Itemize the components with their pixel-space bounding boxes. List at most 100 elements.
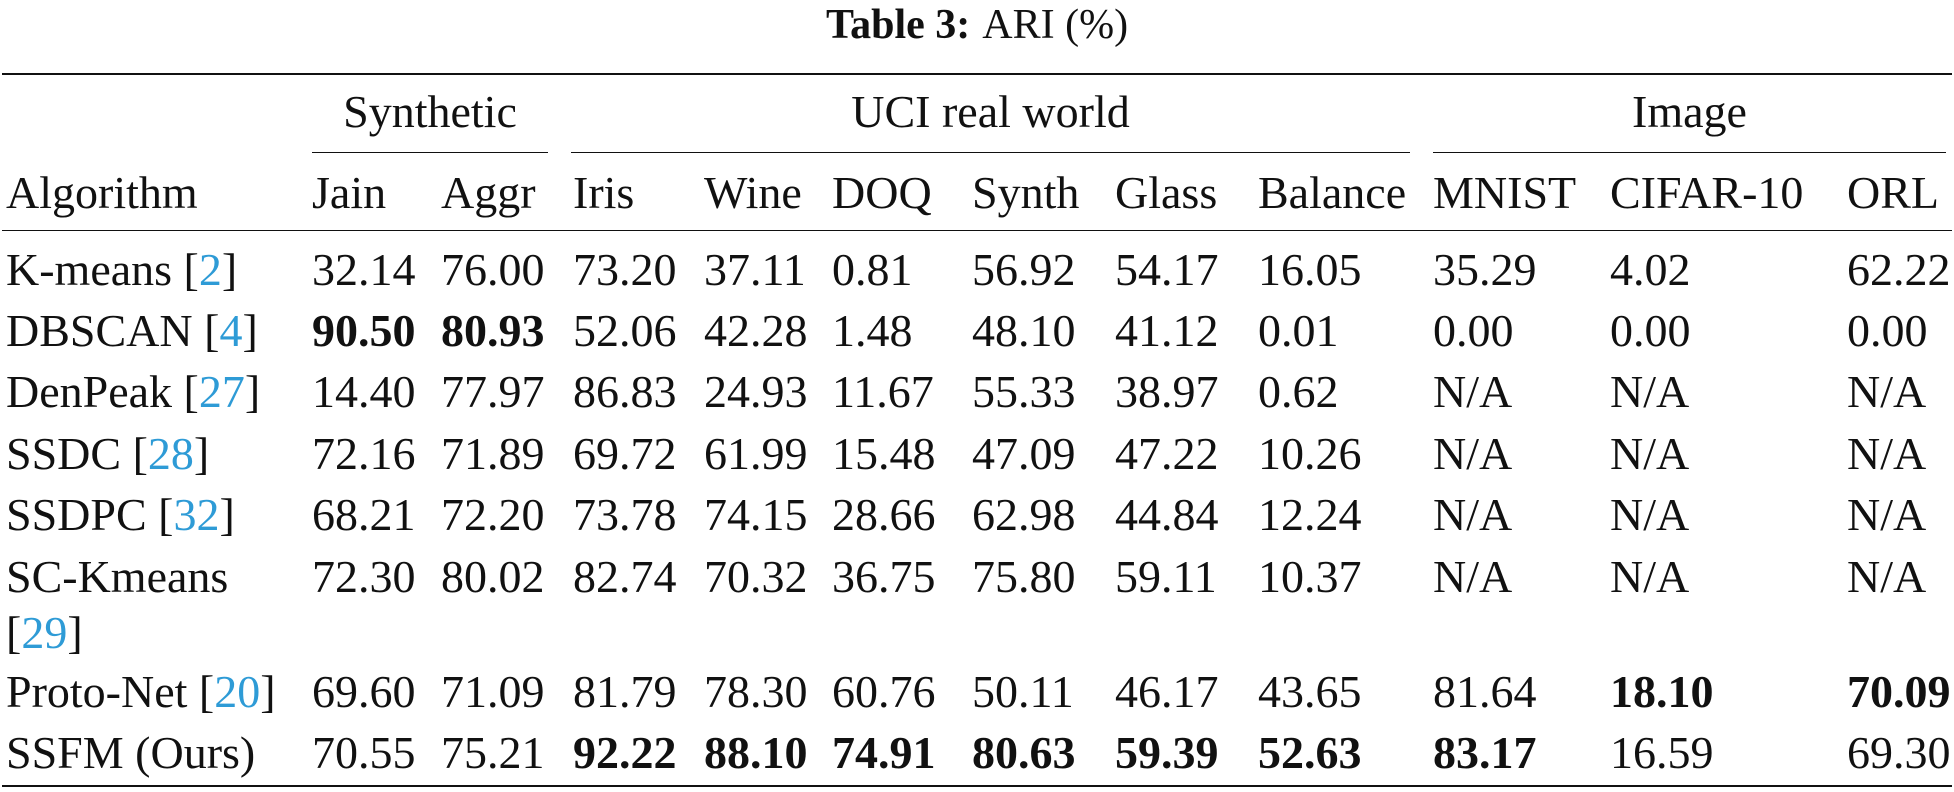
cell: 11.67 (832, 366, 934, 417)
column-header: CIFAR-10 (1610, 167, 1804, 218)
cell: 4.02 (1610, 244, 1691, 295)
cell: 0.01 (1258, 305, 1339, 356)
citation-link[interactable]: 29 (21, 607, 68, 658)
caption-text: ARI (%) (982, 2, 1129, 48)
cell: 59.39 (1115, 727, 1219, 778)
citation-link[interactable]: 2 (198, 244, 222, 295)
cell: 55.33 (972, 366, 1076, 417)
cell: 38.97 (1115, 366, 1219, 417)
cell: N/A (1433, 489, 1513, 540)
cell: 0.62 (1258, 366, 1339, 417)
cell: 81.79 (573, 666, 677, 717)
caption-label: Table 3: (825, 2, 971, 48)
top-rule (2, 73, 1952, 75)
citation-link[interactable]: 32 (173, 489, 220, 540)
cell: 0.00 (1610, 305, 1691, 356)
cell: 18.10 (1610, 666, 1714, 717)
cell: 16.05 (1258, 244, 1362, 295)
citation-link[interactable]: 27 (198, 366, 245, 417)
column-header: Aggr (441, 167, 536, 218)
cell: 35.29 (1433, 244, 1537, 295)
cell: 56.92 (972, 244, 1076, 295)
cell: N/A (1433, 551, 1513, 602)
algorithm-name: Proto-Net [20] (6, 666, 276, 717)
cell: 54.17 (1115, 244, 1219, 295)
cell: 0.00 (1433, 305, 1514, 356)
cell: 62.98 (972, 489, 1076, 540)
group-header: Synthetic (343, 86, 517, 137)
cell: 44.84 (1115, 489, 1219, 540)
cell: 69.60 (312, 666, 416, 717)
cell: 75.80 (972, 551, 1076, 602)
cell: 73.20 (573, 244, 677, 295)
algorithm-name: DenPeak [27] (6, 366, 261, 417)
cell: 61.99 (704, 428, 808, 479)
cell: 12.24 (1258, 489, 1362, 540)
cell: N/A (1847, 366, 1927, 417)
cell: 69.72 (573, 428, 677, 479)
cell: 52.63 (1258, 727, 1362, 778)
citation-link[interactable]: 20 (214, 666, 261, 717)
cell: 28.66 (832, 489, 936, 540)
cell: 70.09 (1847, 666, 1951, 717)
algorithm-name: SSFM (Ours) (6, 727, 256, 778)
cell: 80.63 (972, 727, 1076, 778)
group-rule (312, 152, 548, 153)
group-header: Image (1632, 86, 1747, 137)
cell: 71.89 (441, 428, 545, 479)
cell: N/A (1847, 428, 1927, 479)
caption: Table 3: ARI (%) (0, 0, 1954, 50)
cell: N/A (1610, 366, 1690, 417)
cell: 82.74 (573, 551, 677, 602)
cell: 37.11 (704, 244, 806, 295)
column-header: Wine (704, 167, 802, 218)
cell: 73.78 (573, 489, 677, 540)
cell: 72.30 (312, 551, 416, 602)
cell: 71.09 (441, 666, 545, 717)
cell: N/A (1433, 366, 1513, 417)
cell: N/A (1847, 551, 1927, 602)
group-header: UCI real world (851, 86, 1130, 137)
cell: 72.16 (312, 428, 416, 479)
cell: 83.17 (1433, 727, 1537, 778)
cell: 16.59 (1610, 727, 1714, 778)
cell: 80.93 (441, 305, 545, 356)
cell: 68.21 (312, 489, 416, 540)
column-header: ORL (1847, 167, 1939, 218)
cell: 70.55 (312, 727, 416, 778)
algorithm-name: SC-Kmeans [29] (6, 551, 229, 658)
column-header: Jain (312, 167, 387, 218)
cell: N/A (1610, 428, 1690, 479)
citation-link[interactable]: 28 (147, 428, 194, 479)
cell: 88.10 (704, 727, 808, 778)
column-header: Iris (573, 167, 635, 218)
cell: N/A (1433, 428, 1513, 479)
algorithm-name: DBSCAN [4] (6, 305, 258, 356)
cell: 0.81 (832, 244, 913, 295)
cell: 77.97 (441, 366, 545, 417)
cell: 69.30 (1847, 727, 1951, 778)
algorithm-name: K-means [2] (6, 244, 238, 295)
cell: 46.17 (1115, 666, 1219, 717)
cell: 70.32 (704, 551, 808, 602)
cell: 0.00 (1847, 305, 1928, 356)
cell: 14.40 (312, 366, 416, 417)
algorithm-name: SSDPC [32] (6, 489, 235, 540)
citation-link[interactable]: 4 (219, 305, 243, 356)
cell: 80.02 (441, 551, 545, 602)
cell: 47.09 (972, 428, 1076, 479)
cell: 62.22 (1847, 244, 1951, 295)
cell: 74.91 (832, 727, 936, 778)
cell: 43.65 (1258, 666, 1362, 717)
cell: 24.93 (704, 366, 808, 417)
column-header: Synth (972, 167, 1080, 218)
cell: 48.10 (972, 305, 1076, 356)
cell: 15.48 (832, 428, 936, 479)
column-header: MNIST (1433, 167, 1577, 218)
cell: 36.75 (832, 551, 936, 602)
cell: 81.64 (1433, 666, 1537, 717)
cell: 59.11 (1115, 551, 1217, 602)
cell: N/A (1847, 489, 1927, 540)
column-header: Glass (1115, 167, 1218, 218)
